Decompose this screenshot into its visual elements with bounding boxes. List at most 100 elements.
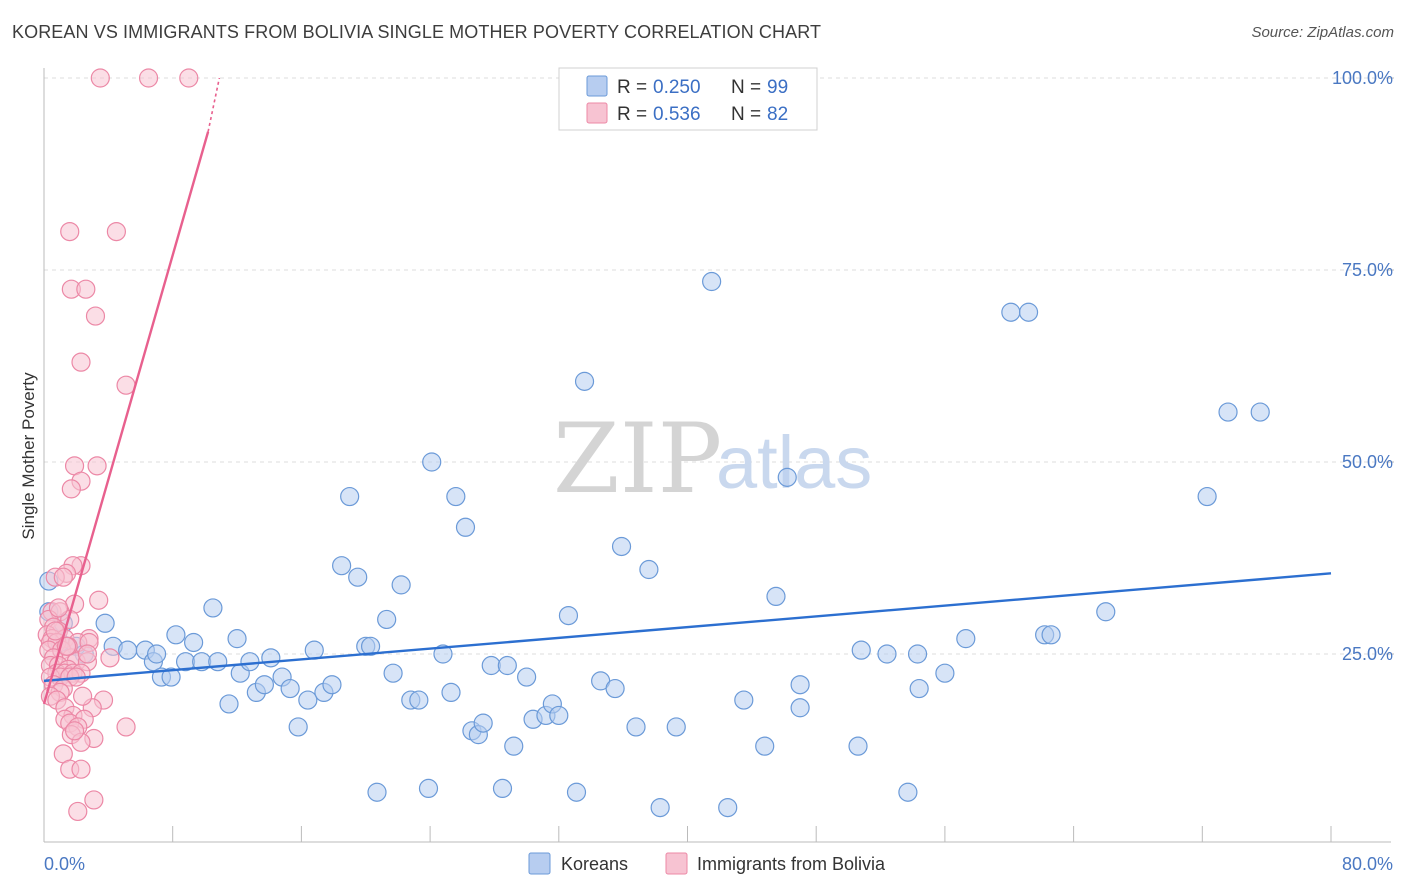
point-bolivia	[45, 621, 65, 641]
point-koreans	[497, 655, 517, 676]
point-bolivia	[106, 222, 126, 242]
point-bolivia	[84, 790, 104, 810]
stats-legend-r-value: 0.250	[653, 77, 701, 98]
y-axis-label: Single Mother Poverty	[19, 372, 38, 540]
point-koreans	[118, 640, 138, 660]
y-tick-label: 75.0%	[1342, 260, 1393, 280]
chart-title: KOREAN VS IMMIGRANTS FROM BOLIVIA SINGLE…	[12, 22, 822, 42]
point-koreans	[95, 613, 115, 633]
stats-legend-r-value: 0.536	[653, 104, 701, 125]
point-koreans	[227, 629, 247, 649]
stats-legend-r-label: R =	[617, 77, 647, 98]
point-bolivia	[71, 759, 91, 779]
point-koreans	[367, 782, 387, 802]
points-layer	[37, 68, 1270, 822]
series-legend-swatch-koreans	[528, 852, 551, 875]
point-koreans	[558, 605, 579, 626]
point-bolivia	[116, 375, 136, 395]
point-koreans	[348, 567, 368, 587]
point-koreans	[391, 575, 411, 595]
point-koreans	[377, 609, 397, 630]
watermark-zip: ZIP	[553, 403, 722, 515]
point-koreans	[280, 678, 300, 699]
point-koreans	[1250, 402, 1270, 422]
point-koreans	[755, 736, 775, 756]
point-koreans	[1041, 625, 1061, 645]
stats-legend-n-label: N =	[731, 77, 761, 98]
point-koreans	[848, 736, 868, 756]
tick-labels: 100.0% 75.0% 50.0% 25.0% 0.0% 80.0%	[44, 68, 1393, 874]
point-koreans	[322, 675, 342, 695]
watermark: ZIP atlas	[553, 403, 872, 515]
point-koreans	[254, 675, 274, 695]
point-koreans	[907, 644, 928, 664]
point-koreans	[666, 717, 686, 737]
point-koreans	[332, 556, 352, 576]
point-koreans	[492, 778, 513, 799]
point-koreans	[777, 467, 797, 487]
point-koreans	[340, 486, 360, 507]
point-koreans	[790, 698, 810, 718]
point-bolivia	[100, 648, 120, 668]
point-bolivia	[71, 352, 91, 372]
point-koreans	[504, 736, 524, 756]
point-koreans	[298, 690, 318, 710]
point-koreans	[1096, 602, 1116, 622]
point-koreans	[909, 678, 929, 699]
point-koreans	[409, 690, 429, 710]
point-bolivia	[90, 68, 110, 88]
series-legend: Koreans Immigrants from Bolivia	[528, 852, 886, 875]
chart-source: Source: ZipAtlas.com	[1251, 24, 1394, 41]
point-koreans	[790, 675, 810, 695]
point-bolivia	[53, 567, 73, 587]
point-koreans	[639, 559, 659, 580]
series-legend-swatch-bolivia	[665, 852, 688, 875]
trend-line-koreans	[43, 572, 1332, 683]
watermark-atlas: atlas	[716, 421, 872, 504]
x-tick-label: 80.0%	[1342, 854, 1393, 874]
point-koreans	[441, 682, 461, 703]
point-bolivia	[60, 222, 80, 242]
point-koreans	[611, 536, 632, 557]
point-koreans	[147, 644, 167, 664]
point-koreans	[517, 667, 537, 687]
point-bolivia	[85, 306, 106, 326]
point-koreans	[240, 652, 260, 672]
point-koreans	[956, 629, 976, 649]
point-koreans	[877, 644, 897, 664]
series-legend-label-bolivia: Immigrants from Bolivia	[697, 854, 886, 874]
axis-layer	[43, 68, 1394, 843]
point-koreans	[203, 598, 223, 618]
y-tick-label: 25.0%	[1342, 644, 1393, 664]
point-koreans	[422, 452, 442, 472]
point-bolivia	[116, 717, 136, 737]
point-koreans	[935, 663, 955, 683]
point-koreans	[1197, 486, 1217, 507]
stats-legend: R = 0.250 N = 99 R = 0.536 N = 82	[558, 67, 818, 131]
point-koreans	[473, 713, 493, 733]
point-koreans	[446, 486, 466, 507]
point-bolivia	[179, 68, 199, 88]
point-koreans	[161, 667, 181, 687]
point-bolivia	[61, 479, 81, 499]
point-bolivia	[89, 590, 109, 610]
point-koreans	[261, 648, 281, 668]
point-koreans	[433, 644, 453, 664]
point-bolivia	[87, 456, 107, 476]
point-bolivia	[77, 644, 98, 664]
point-koreans	[549, 705, 569, 726]
stats-legend-n-label: N =	[731, 104, 761, 125]
point-koreans	[734, 690, 754, 710]
point-koreans	[1018, 302, 1039, 322]
point-koreans	[1218, 402, 1238, 422]
point-bolivia	[68, 801, 88, 822]
point-koreans	[360, 636, 381, 656]
stats-legend-n-value: 99	[767, 77, 788, 98]
point-koreans	[718, 797, 738, 818]
point-koreans	[166, 625, 186, 645]
point-koreans	[626, 717, 646, 737]
y-tick-label: 100.0%	[1332, 68, 1393, 88]
point-bolivia	[76, 279, 96, 299]
point-koreans	[574, 371, 595, 391]
point-koreans	[605, 678, 625, 699]
